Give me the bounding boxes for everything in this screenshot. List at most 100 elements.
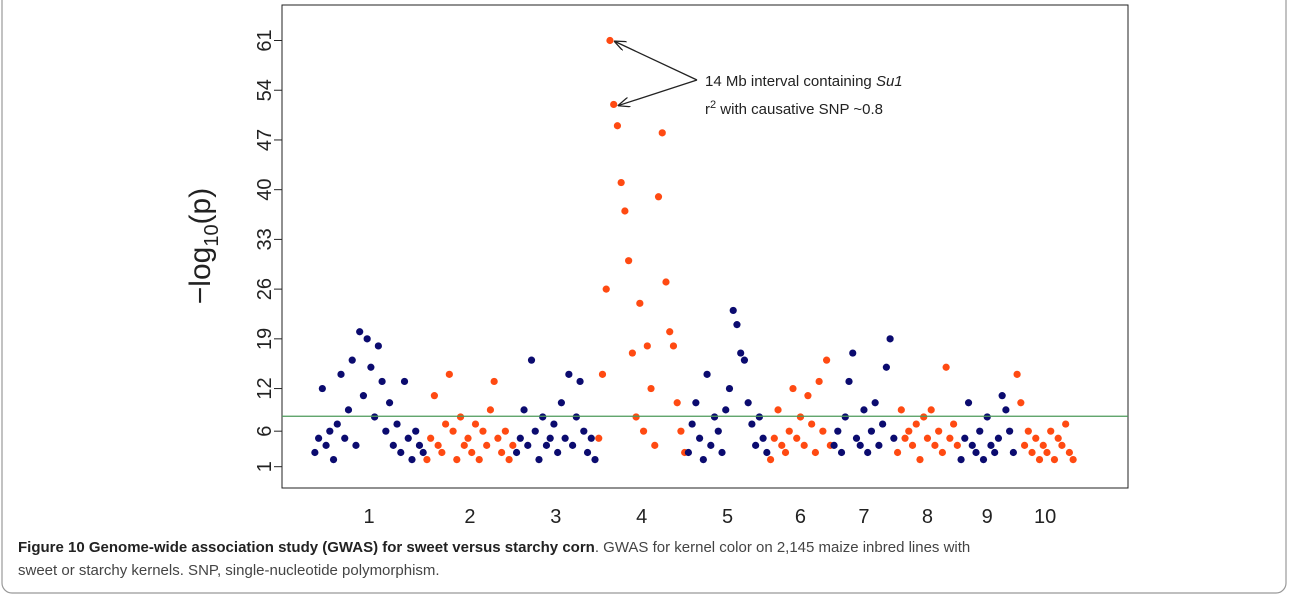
y-tick-label: 12 [254,377,276,399]
snp-point [464,434,472,442]
snp-point [737,349,745,357]
snp-point [666,328,674,336]
snp-point [329,455,338,464]
snp-point [557,399,565,407]
snp-point [1006,427,1014,435]
snp-point [494,434,502,442]
snp-point [1047,427,1055,435]
snp-point [819,427,827,435]
snp-point [845,377,853,386]
snp-point [371,413,379,421]
snp-point [763,448,771,457]
snp-point [867,427,876,435]
snp-point [703,370,711,378]
snp-point [561,434,569,442]
snp-point [460,441,468,449]
x-tick-label: 8 [922,506,933,528]
y-label-sub: 10 [201,224,223,246]
snp-point [916,455,924,464]
snp-point [998,392,1006,400]
snp-point [834,427,842,435]
snp-point [1009,448,1017,457]
snp-point [442,420,450,428]
snp-point [505,455,513,464]
y-label-text: −log [184,247,217,305]
x-tick-label: 7 [858,506,869,528]
snp-point [315,434,323,442]
snp-point [606,36,614,45]
snp-point [1017,399,1025,407]
snp-point [722,406,730,414]
y-tick-label: 19 [254,328,276,350]
snp-point [864,448,872,457]
snp-point [1020,441,1029,449]
snp-point [696,434,704,442]
snp-point [512,448,521,457]
snp-point [389,441,397,449]
snp-point [744,399,752,407]
snp-point [912,420,920,428]
annotation-gene: Su1 [876,73,903,90]
snp-point [1050,455,1059,464]
snp-point [475,455,483,464]
x-tick-label: 1 [363,506,374,528]
snp-point [991,448,999,457]
snp-point [800,441,808,449]
snp-point [471,420,480,428]
snp-point [385,399,394,407]
snp-point [748,420,756,428]
snp-point [837,448,846,457]
snp-point [628,349,636,357]
snp-point [979,455,988,464]
snp-point [322,441,330,449]
snp-point [498,448,506,457]
snp-point [326,427,334,435]
snp-point [378,377,386,386]
snp-point [434,441,442,449]
snp-point [860,406,868,414]
y-label-text: (p) [184,188,217,225]
snp-point [632,413,640,421]
snp-point [311,448,319,457]
snp-point [654,193,663,201]
snp-point [1062,420,1070,428]
snp-point [580,427,588,435]
snp-point [438,448,446,457]
x-tick-label: 3 [550,506,561,528]
snp-point [673,399,681,407]
snp-point [613,122,622,130]
snp-point [987,441,995,449]
snp-point [882,363,890,371]
snp-point [658,129,666,137]
snp-point [920,413,928,421]
snp-point [539,413,547,421]
snp-point [931,441,939,449]
snp-point [740,356,749,364]
snp-point [423,455,431,464]
snp-point [490,377,498,386]
snp-point [639,427,648,435]
snp-point [662,278,670,286]
snp-point [337,370,345,378]
snp-point [363,335,371,343]
snp-point [415,441,424,449]
annotation-arrow [619,79,698,105]
snp-point [669,342,678,350]
snp-point [901,434,909,442]
snp-point [897,406,905,414]
snp-point [486,406,495,414]
snp-point [550,420,558,428]
snp-point [393,420,401,428]
snp-point [587,434,595,442]
snp-point [344,406,353,414]
snp-point [359,392,368,400]
snp-point [583,448,592,457]
x-tick-label: 5 [722,506,733,528]
snp-point [714,427,722,435]
snp-point [935,427,943,435]
snp-point [453,455,461,464]
snp-point [456,413,465,421]
snp-point [1035,455,1044,464]
snp-point [938,448,946,457]
snp-point [793,434,801,442]
